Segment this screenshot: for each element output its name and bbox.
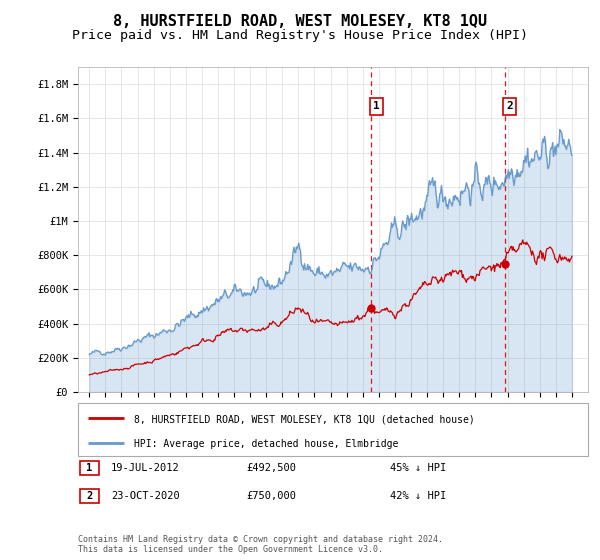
Text: 23-OCT-2020: 23-OCT-2020 (111, 491, 180, 501)
Text: 45% ↓ HPI: 45% ↓ HPI (390, 463, 446, 473)
FancyBboxPatch shape (80, 461, 99, 475)
Text: 2: 2 (506, 101, 513, 111)
Text: 1: 1 (86, 463, 92, 473)
Text: Contains HM Land Registry data © Crown copyright and database right 2024.
This d: Contains HM Land Registry data © Crown c… (78, 535, 443, 554)
Text: 19-JUL-2012: 19-JUL-2012 (111, 463, 180, 473)
FancyBboxPatch shape (78, 403, 588, 456)
Text: 8, HURSTFIELD ROAD, WEST MOLESEY, KT8 1QU (detached house): 8, HURSTFIELD ROAD, WEST MOLESEY, KT8 1Q… (134, 414, 475, 424)
Text: Price paid vs. HM Land Registry's House Price Index (HPI): Price paid vs. HM Land Registry's House … (72, 29, 528, 42)
Text: 42% ↓ HPI: 42% ↓ HPI (390, 491, 446, 501)
Text: HPI: Average price, detached house, Elmbridge: HPI: Average price, detached house, Elmb… (134, 439, 398, 449)
Text: 8, HURSTFIELD ROAD, WEST MOLESEY, KT8 1QU: 8, HURSTFIELD ROAD, WEST MOLESEY, KT8 1Q… (113, 14, 487, 29)
FancyBboxPatch shape (80, 489, 99, 503)
Text: 2: 2 (86, 491, 92, 501)
Text: £492,500: £492,500 (246, 463, 296, 473)
Text: £750,000: £750,000 (246, 491, 296, 501)
Text: 1: 1 (373, 101, 380, 111)
